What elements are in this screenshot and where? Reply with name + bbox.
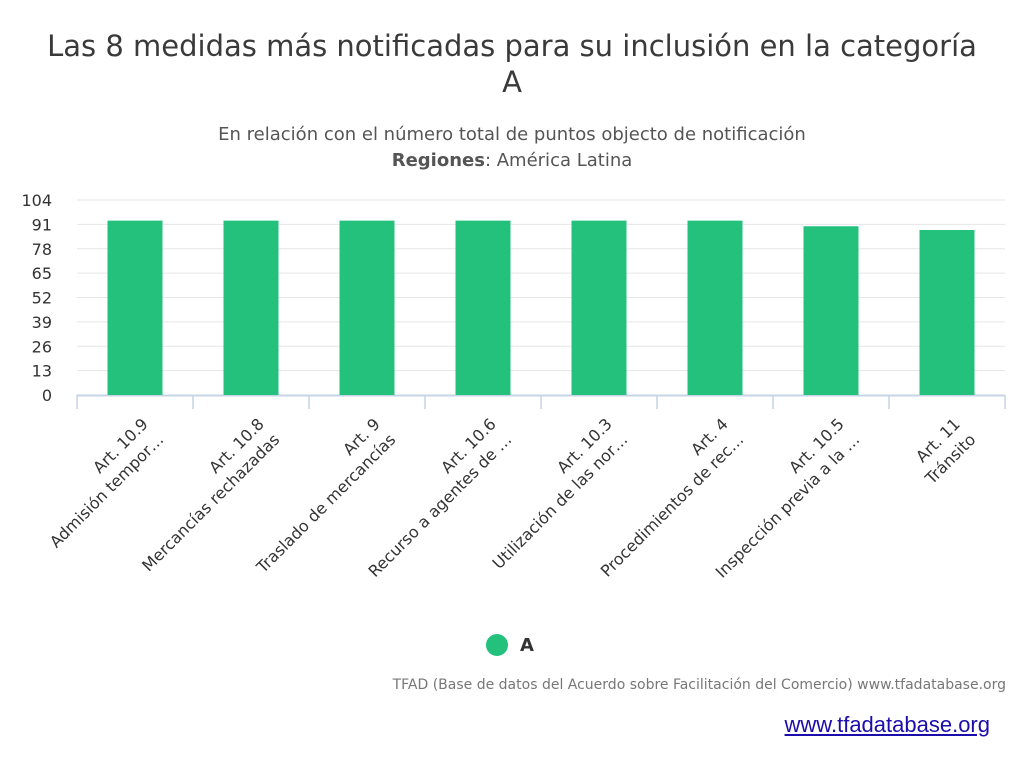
bar-7 <box>803 226 859 395</box>
y-tick-label: 0 <box>42 386 52 405</box>
bar-5 <box>571 220 627 395</box>
x-tick-label: Art. 4Procedimientos de rec… <box>581 414 747 580</box>
regions-label: Regiones <box>391 150 485 171</box>
legend[interactable]: A <box>486 634 534 656</box>
chart-title: Las 8 medidas más notificadas para su in… <box>47 29 977 99</box>
bar-3 <box>339 220 395 395</box>
x-tick-label: Art. 10.6Recurso a agentes de … <box>349 414 515 580</box>
bar-chart: 0 13 26 39 52 65 78 91 104 Art. 10.9Admisión temp… <box>21 191 1006 582</box>
bar-8 <box>919 230 975 395</box>
bar-1 <box>107 220 163 395</box>
bar-6 <box>687 220 743 395</box>
x-tick-label: Art. 10.9Admisión tempor… <box>30 414 167 551</box>
bar-2 <box>223 220 279 395</box>
y-tick-label: 52 <box>32 289 52 308</box>
chart-subtitle: En relación con el número total de punto… <box>100 122 924 174</box>
y-tick-label: 78 <box>32 240 52 259</box>
y-tick-label: 65 <box>32 264 52 283</box>
y-tick-label: 26 <box>32 337 52 356</box>
regions-line: Regiones: América Latina <box>100 148 924 174</box>
x-tick-label: Art. 11Tránsito <box>905 414 979 488</box>
regions-value: : América Latina <box>484 150 633 171</box>
y-tick-label: 91 <box>32 215 52 234</box>
y-tick-label: 13 <box>32 362 52 381</box>
subtitle-line: En relación con el número total de punto… <box>218 124 806 145</box>
x-tick-label: Art. 10.5Inspección previa a la … <box>696 414 863 581</box>
chart-credit[interactable]: TFAD (Base de datos del Acuerdo sobre Fa… <box>392 677 1006 693</box>
y-tick-label: 104 <box>21 191 52 210</box>
footer-link[interactable]: www.tfadatabase.org <box>784 712 990 737</box>
bar-4 <box>455 220 511 395</box>
x-tick-label-line: Utilización de las nor… <box>489 430 632 573</box>
y-tick-label: 39 <box>32 313 52 332</box>
legend-marker-icon <box>486 634 508 656</box>
legend-label: A <box>520 634 534 656</box>
